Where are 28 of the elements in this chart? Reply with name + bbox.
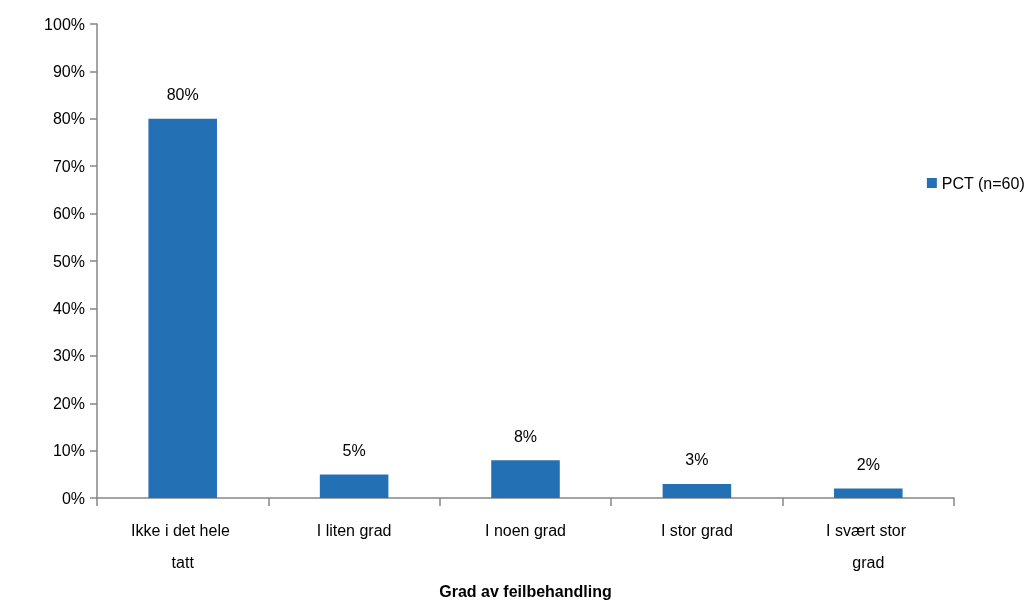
y-tick-label: 90%: [52, 62, 85, 80]
y-tick-label: 60%: [52, 205, 85, 223]
x-tick-label: I noen grad: [485, 521, 566, 539]
y-tick-label: 100%: [44, 15, 85, 33]
bar: [148, 118, 217, 499]
y-tick-label: 10%: [52, 442, 85, 460]
legend-label: PCT (n=60): [941, 174, 1025, 192]
x-tick-label: I svært stor grad: [826, 521, 911, 571]
y-tick-label: 30%: [52, 347, 85, 365]
data-label: 3%: [685, 451, 709, 469]
data-label: 5%: [342, 441, 366, 459]
y-tick-label: 40%: [52, 299, 85, 317]
bar: [319, 474, 389, 499]
x-tick-label: Ikke i det hele tatt: [131, 521, 235, 571]
data-label: 8%: [513, 427, 538, 445]
x-tick-label: I liten grad: [316, 521, 392, 539]
y-tick-label: 0%: [61, 489, 85, 507]
bar: [662, 483, 732, 499]
x-tick-label: I stor grad: [660, 521, 733, 539]
x-axis-title: Grad av feilbehandling: [439, 582, 612, 600]
bar: [491, 460, 560, 499]
y-tick-label: 70%: [52, 157, 85, 175]
data-label: 80%: [166, 86, 199, 104]
y-tick-label: 20%: [52, 394, 85, 412]
data-label: 2%: [856, 456, 880, 474]
y-tick-label: 80%: [52, 110, 85, 128]
y-tick-label: 50%: [52, 252, 85, 270]
bar: [834, 488, 903, 499]
